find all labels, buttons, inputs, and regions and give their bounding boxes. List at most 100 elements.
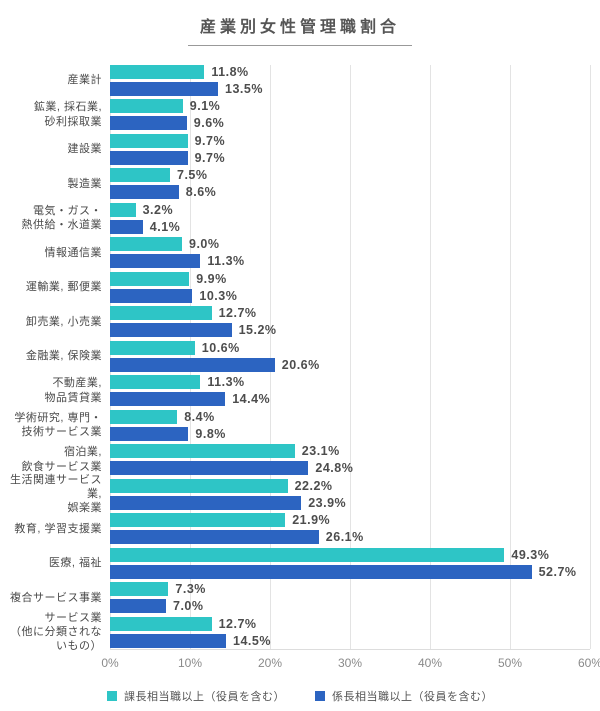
x-tick-label: 20% <box>257 655 282 670</box>
x-axis: 0% 10% 20% 30% 40% 50% 60% <box>101 654 600 676</box>
category-label: 産業計 <box>67 74 102 87</box>
value-label: 12.7% <box>218 306 257 321</box>
chart-row: 金融業, 保険業 10.6% 20.6% <box>0 339 590 374</box>
grid-line <box>269 65 271 649</box>
bar-series-1 <box>110 547 505 562</box>
category-label: 医療, 福祉 <box>48 557 102 570</box>
chart-row: 電気・ガス・ 熱供給・水道業 3.2% 4.1% <box>0 201 590 236</box>
value-label: 11.3% <box>207 375 245 390</box>
category-label: 情報通信業 <box>44 246 102 259</box>
bar-line: 9.6% <box>110 116 590 131</box>
chart-row: 医療, 福祉 49.3% 52.7% <box>0 546 590 581</box>
bar-series-1 <box>110 478 288 493</box>
bar-series-2 <box>110 254 201 269</box>
bar-group: 9.1% 9.6% <box>110 99 590 131</box>
chart-row: 教育, 学習支援業 21.9% 26.1% <box>0 512 590 547</box>
grid-line <box>189 65 191 649</box>
chart-row: 複合サービス事業 7.3% 7.0% <box>0 581 590 616</box>
bar-group: 8.4% 9.8% <box>110 409 590 441</box>
legend-swatch-icon <box>315 690 325 701</box>
bar-series-1 <box>110 582 169 597</box>
value-label: 10.6% <box>201 340 240 355</box>
bar-series-1 <box>110 237 182 252</box>
bar-line: 21.9% <box>110 513 590 528</box>
bar-line: 3.2% <box>110 202 590 217</box>
grid-layer <box>110 65 591 650</box>
bar-line: 4.1% <box>110 219 590 234</box>
bar-series-1 <box>110 168 170 183</box>
value-label: 8.4% <box>184 409 215 424</box>
bar-series-2 <box>110 392 226 407</box>
chart-row: 宿泊業, 飲食サービス業 23.1% 24.8% <box>0 443 590 478</box>
value-label: 24.8% <box>315 461 354 476</box>
bar-series-2 <box>110 461 309 476</box>
bar-series-2 <box>110 150 188 165</box>
bar-line: 22.2% <box>110 478 590 493</box>
chart-row: 卸売業, 小売業 12.7% 15.2% <box>0 305 590 340</box>
value-label: 12.7% <box>218 616 257 631</box>
bar-line: 7.0% <box>110 599 590 614</box>
bar-line: 8.6% <box>110 185 590 200</box>
category-label: 卸売業, 小売業 <box>25 315 102 328</box>
value-label: 22.2% <box>294 478 333 493</box>
value-label: 14.5% <box>233 633 271 648</box>
bar-group: 10.6% 20.6% <box>110 340 590 372</box>
bar-group: 11.8% 13.5% <box>110 64 590 96</box>
bar-series-2 <box>110 185 179 200</box>
bar-series-2 <box>110 219 143 234</box>
bar-series-2 <box>110 116 187 131</box>
bar-line: 8.4% <box>110 409 590 424</box>
category-label: サービス業 （他に分類されないもの） <box>10 611 102 653</box>
legend-item-series-1: 課長相当職以上（役員を含む） <box>107 688 285 704</box>
value-label: 23.9% <box>308 495 347 510</box>
value-label: 9.8% <box>195 426 226 441</box>
bar-group: 7.5% 8.6% <box>110 168 590 200</box>
bar-series-1 <box>110 444 295 459</box>
bar-line: 26.1% <box>110 530 590 545</box>
bar-series-2 <box>110 357 275 372</box>
value-label: 8.6% <box>185 185 217 200</box>
bar-group: 12.7% 14.5% <box>110 616 590 648</box>
bar-series-1 <box>110 99 183 114</box>
bar-series-1 <box>110 306 212 321</box>
value-label: 9.9% <box>196 271 227 286</box>
bar-line: 49.3% <box>110 547 590 562</box>
bar-series-2 <box>110 288 193 303</box>
category-label: 鉱業, 採石業, 砂利採取業 <box>33 101 102 128</box>
grid-line <box>110 65 111 649</box>
value-label: 9.7% <box>194 133 226 148</box>
bar-line: 11.8% <box>110 64 590 79</box>
bar-group: 9.0% 11.3% <box>110 237 590 269</box>
bar-line: 15.2% <box>110 323 590 338</box>
bar-group: 49.3% 52.7% <box>110 547 590 579</box>
legend: 課長相当職以上（役員を含む） 係長相当職以上（役員を含む） <box>0 688 600 704</box>
bar-group: 11.3% 14.4% <box>110 375 590 407</box>
bar-line: 12.7% <box>110 306 590 321</box>
category-label: 宿泊業, 飲食サービス業 <box>21 446 102 473</box>
x-tick-label: 0% <box>101 655 119 670</box>
bar-group: 3.2% 4.1% <box>110 202 590 234</box>
value-label: 52.7% <box>538 564 577 579</box>
category-label: 教育, 学習支援業 <box>14 522 102 535</box>
grid-line <box>590 65 591 649</box>
chart-rows: 産業計 11.8% 13.5% 鉱業, 採石業, 砂利採取業 9.1% 9.6% 建設業 9.… <box>0 63 590 652</box>
bar-line: 7.5% <box>110 168 590 183</box>
category-label: 学術研究, 専門・ 技術サービス業 <box>14 411 102 439</box>
bar-series-1 <box>110 340 195 355</box>
value-label: 15.2% <box>238 323 277 338</box>
bar-series-1 <box>110 271 190 286</box>
bar-group: 12.7% 15.2% <box>110 306 590 338</box>
category-label: 製造業 <box>67 177 102 190</box>
bar-line: 9.1% <box>110 99 590 114</box>
bar-line: 10.6% <box>110 340 590 355</box>
value-label: 9.7% <box>194 150 226 165</box>
legend-label: 係長相当職以上（役員を含む） <box>332 690 493 703</box>
chart-header: 産業別女性管理職割合 <box>0 0 600 46</box>
bar-group: 23.1% 24.8% <box>110 444 590 476</box>
bar-line: 10.3% <box>110 288 590 303</box>
legend-label: 課長相当職以上（役員を含む） <box>124 690 285 703</box>
grid-line <box>350 65 351 649</box>
chart-row: 生活関連サービス業, 娯楽業 22.2% 23.9% <box>0 474 590 515</box>
value-label: 3.2% <box>142 202 174 217</box>
value-label: 4.1% <box>149 219 181 234</box>
